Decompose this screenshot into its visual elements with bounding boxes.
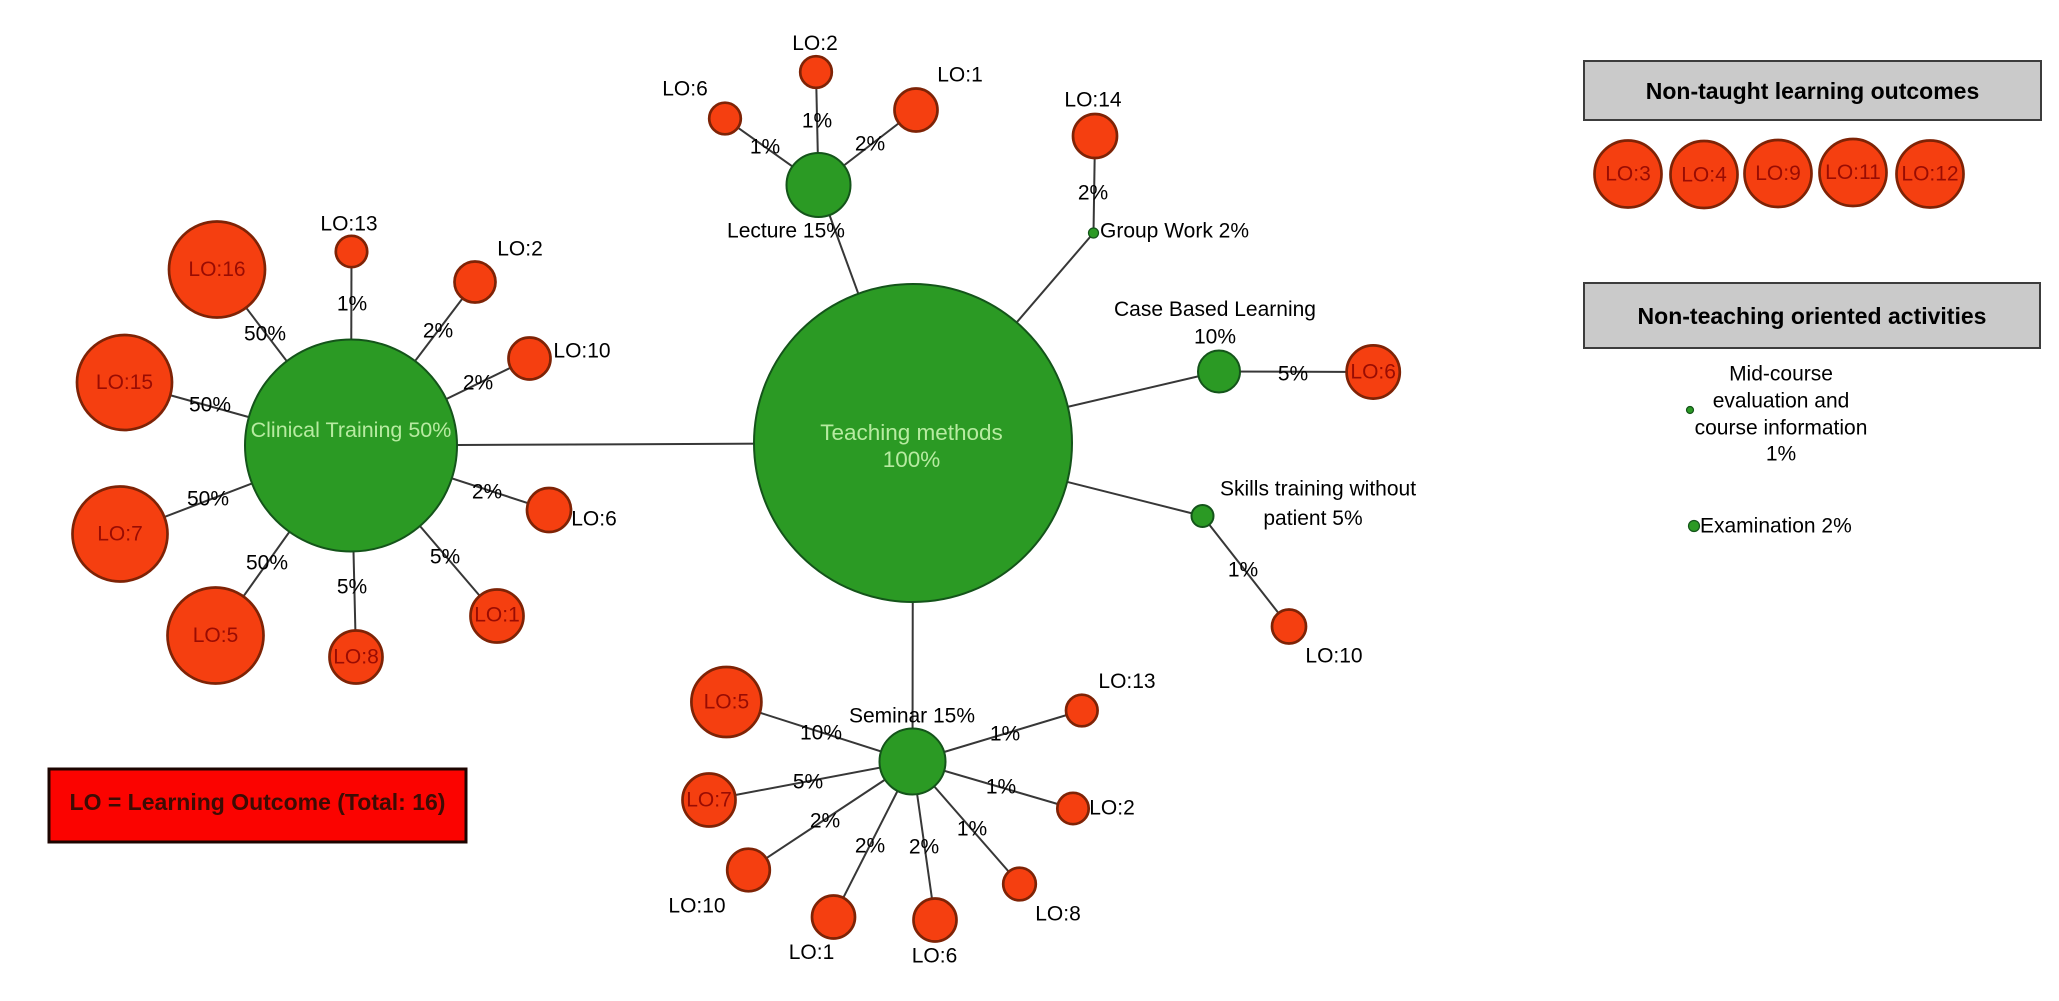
svg-text:LO:6: LO:6 [1350, 361, 1396, 384]
svg-text:5%: 5% [337, 576, 367, 599]
svg-text:Non-teaching oriented activiti: Non-teaching oriented activities [1638, 303, 1987, 329]
svg-text:LO:8: LO:8 [333, 646, 379, 669]
svg-text:2%: 2% [855, 835, 885, 858]
svg-text:LO:6: LO:6 [662, 78, 708, 101]
svg-text:LO:3: LO:3 [1605, 163, 1651, 186]
svg-text:50%: 50% [187, 488, 229, 511]
svg-text:1%: 1% [337, 293, 367, 316]
svg-text:10%: 10% [800, 722, 842, 745]
svg-text:Group Work 2%: Group Work 2% [1100, 220, 1249, 243]
svg-text:5%: 5% [430, 546, 460, 569]
svg-text:50%: 50% [189, 394, 231, 417]
svg-text:LO:10: LO:10 [553, 340, 610, 363]
svg-text:LO:11: LO:11 [1825, 161, 1881, 184]
svg-text:LO = Learning Outcome (Total:: LO = Learning Outcome (Total: 16) [70, 789, 446, 815]
svg-text:LO:13: LO:13 [1098, 670, 1155, 693]
svg-text:LO:6: LO:6 [912, 945, 958, 968]
svg-text:Lecture 15%: Lecture 15% [727, 220, 845, 243]
svg-text:5%: 5% [793, 771, 823, 794]
svg-text:Skills training without: Skills training without [1220, 478, 1416, 501]
svg-text:LO:10: LO:10 [668, 895, 725, 918]
svg-text:LO:6: LO:6 [571, 508, 617, 531]
svg-text:1%: 1% [750, 136, 780, 159]
svg-text:2%: 2% [423, 320, 453, 343]
svg-text:Non-taught learning outcomes: Non-taught learning outcomes [1646, 78, 1980, 104]
svg-text:LO:12: LO:12 [1901, 163, 1958, 186]
svg-text:1%: 1% [957, 818, 987, 841]
svg-text:Clinical Training 50%: Clinical Training 50% [251, 418, 452, 442]
svg-text:LO:7: LO:7 [686, 789, 732, 812]
svg-text:course information: course information [1695, 417, 1868, 440]
svg-text:5%: 5% [1278, 363, 1308, 386]
svg-text:LO:1: LO:1 [937, 64, 983, 87]
svg-text:LO:1: LO:1 [474, 604, 520, 627]
svg-text:50%: 50% [246, 552, 288, 575]
svg-text:Examination 2%: Examination 2% [1700, 515, 1852, 538]
svg-text:LO:5: LO:5 [193, 624, 239, 647]
svg-text:1%: 1% [990, 723, 1020, 746]
svg-text:LO:2: LO:2 [792, 32, 838, 55]
svg-text:Teaching methods: Teaching methods [820, 420, 1003, 445]
svg-text:2%: 2% [463, 372, 493, 395]
svg-text:LO:4: LO:4 [1681, 164, 1727, 187]
svg-text:LO:7: LO:7 [97, 523, 143, 546]
svg-text:1%: 1% [986, 776, 1016, 799]
svg-text:1%: 1% [1766, 443, 1796, 466]
svg-text:LO:2: LO:2 [1089, 797, 1135, 820]
svg-text:LO:5: LO:5 [704, 691, 750, 714]
svg-text:LO:13: LO:13 [320, 213, 377, 236]
svg-text:2%: 2% [909, 836, 939, 859]
svg-text:2%: 2% [855, 133, 885, 156]
svg-text:LO:10: LO:10 [1305, 645, 1362, 668]
svg-text:2%: 2% [472, 481, 502, 504]
svg-text:LO:15: LO:15 [96, 371, 153, 394]
svg-text:2%: 2% [810, 810, 840, 833]
svg-text:10%: 10% [1194, 326, 1236, 349]
svg-text:Seminar 15%: Seminar 15% [849, 705, 975, 728]
svg-text:1%: 1% [802, 110, 832, 133]
svg-text:LO:2: LO:2 [497, 238, 543, 261]
svg-text:evaluation and: evaluation and [1713, 390, 1850, 413]
svg-text:1%: 1% [1228, 559, 1258, 582]
svg-text:100%: 100% [883, 447, 941, 472]
svg-text:LO:16: LO:16 [188, 258, 245, 281]
svg-text:50%: 50% [244, 323, 286, 346]
svg-text:LO:9: LO:9 [1755, 162, 1801, 185]
svg-text:2%: 2% [1078, 182, 1108, 205]
svg-text:Mid-course: Mid-course [1729, 363, 1833, 386]
svg-text:LO:14: LO:14 [1064, 89, 1122, 112]
svg-text:patient 5%: patient 5% [1263, 507, 1362, 530]
svg-text:LO:8: LO:8 [1035, 903, 1081, 926]
svg-text:LO:1: LO:1 [789, 941, 835, 964]
svg-text:Case Based Learning: Case Based Learning [1114, 298, 1316, 321]
